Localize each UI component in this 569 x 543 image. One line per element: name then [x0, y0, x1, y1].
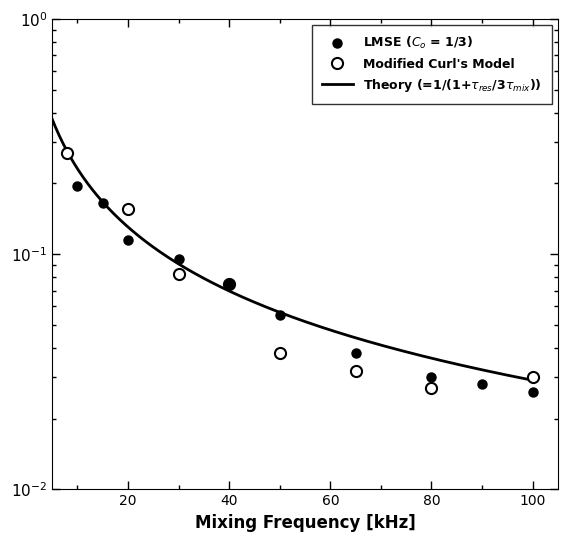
- Theory (=1/(1+$\tau_{res}$/3$\tau_{mix}$)): [309, 321, 316, 327]
- Theory (=1/(1+$\tau_{res}$/3$\tau_{mix}$)): [335, 329, 341, 336]
- X-axis label: Mixing Frequency [kHz]: Mixing Frequency [kHz]: [195, 514, 415, 532]
- Theory (=1/(1+$\tau_{res}$/3$\tau_{mix}$)): [49, 116, 56, 122]
- LMSE ($C_o$ = 1/3): [74, 183, 81, 190]
- Modified Curl's Model: [64, 149, 71, 156]
- Modified Curl's Model: [428, 385, 435, 392]
- Modified Curl's Model: [352, 368, 359, 374]
- Modified Curl's Model: [175, 272, 182, 278]
- LMSE ($C_o$ = 1/3): [226, 280, 233, 287]
- LMSE ($C_o$ = 1/3): [125, 237, 131, 243]
- Modified Curl's Model: [529, 374, 536, 381]
- Modified Curl's Model: [277, 350, 283, 356]
- LMSE ($C_o$ = 1/3): [428, 374, 435, 381]
- Theory (=1/(1+$\tau_{res}$/3$\tau_{mix}$)): [443, 358, 450, 365]
- LMSE ($C_o$ = 1/3): [100, 200, 106, 206]
- LMSE ($C_o$ = 1/3): [529, 389, 536, 395]
- Line: Modified Curl's Model: Modified Curl's Model: [62, 147, 538, 394]
- Theory (=1/(1+$\tau_{res}$/3$\tau_{mix}$)): [277, 310, 284, 316]
- Theory (=1/(1+$\tau_{res}$/3$\tau_{mix}$)): [529, 377, 536, 383]
- LMSE ($C_o$ = 1/3): [352, 350, 359, 356]
- LMSE ($C_o$ = 1/3): [479, 381, 485, 388]
- Line: Theory (=1/(1+$\tau_{res}$/3$\tau_{mix}$)): Theory (=1/(1+$\tau_{res}$/3$\tau_{mix}$…: [52, 119, 533, 380]
- Line: LMSE ($C_o$ = 1/3): LMSE ($C_o$ = 1/3): [73, 181, 537, 396]
- LMSE ($C_o$ = 1/3): [175, 256, 182, 263]
- Modified Curl's Model: [226, 280, 233, 287]
- Theory (=1/(1+$\tau_{res}$/3$\tau_{mix}$)): [280, 311, 287, 317]
- Legend: LMSE ($C_o$ = 1/3), Modified Curl's Model, Theory (=1/(1+$\tau_{res}$/3$\tau_{mi: LMSE ($C_o$ = 1/3), Modified Curl's Mode…: [312, 25, 551, 104]
- Theory (=1/(1+$\tau_{res}$/3$\tau_{mix}$)): [518, 375, 525, 381]
- Modified Curl's Model: [125, 206, 131, 213]
- LMSE ($C_o$ = 1/3): [277, 312, 283, 319]
